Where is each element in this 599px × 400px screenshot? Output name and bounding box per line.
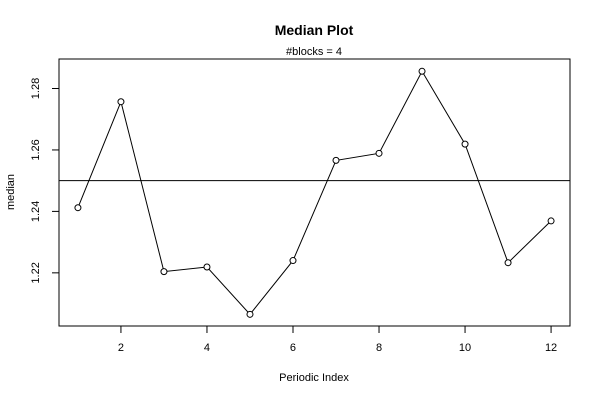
data-point <box>332 156 340 164</box>
y-tick-label: 1.22 <box>30 262 42 283</box>
y-tick-label: 1.24 <box>30 201 42 222</box>
y-tick-label: 1.26 <box>30 139 42 160</box>
data-point <box>160 268 168 276</box>
data-point <box>203 263 211 271</box>
x-tick-label: 10 <box>459 342 471 354</box>
data-point <box>117 98 125 106</box>
chart-title: Median Plot <box>275 22 354 38</box>
data-point <box>461 140 469 148</box>
data-point <box>504 259 512 267</box>
x-axis-label: Periodic Index <box>279 372 349 384</box>
x-tick-label: 8 <box>376 342 382 354</box>
data-point <box>375 149 383 157</box>
x-tick-label: 6 <box>290 342 296 354</box>
y-axis-label: median <box>5 174 17 210</box>
x-tick-label: 2 <box>118 342 124 354</box>
chart-subtitle: #blocks = 4 <box>286 46 342 58</box>
x-axis: 2 4 6 8 10 12 <box>118 325 557 354</box>
data-points <box>74 67 555 318</box>
plot-area-frame <box>58 58 571 327</box>
x-tick-label: 4 <box>204 342 210 354</box>
y-axis: 1.22 1.24 1.26 1.28 <box>30 78 60 284</box>
data-point <box>74 204 82 212</box>
data-point <box>246 310 254 318</box>
x-tick-label: 12 <box>545 342 557 354</box>
data-point <box>547 217 555 225</box>
data-point <box>418 67 426 75</box>
data-point <box>289 257 297 265</box>
y-tick-label: 1.28 <box>30 78 42 99</box>
series-line <box>77 70 552 316</box>
